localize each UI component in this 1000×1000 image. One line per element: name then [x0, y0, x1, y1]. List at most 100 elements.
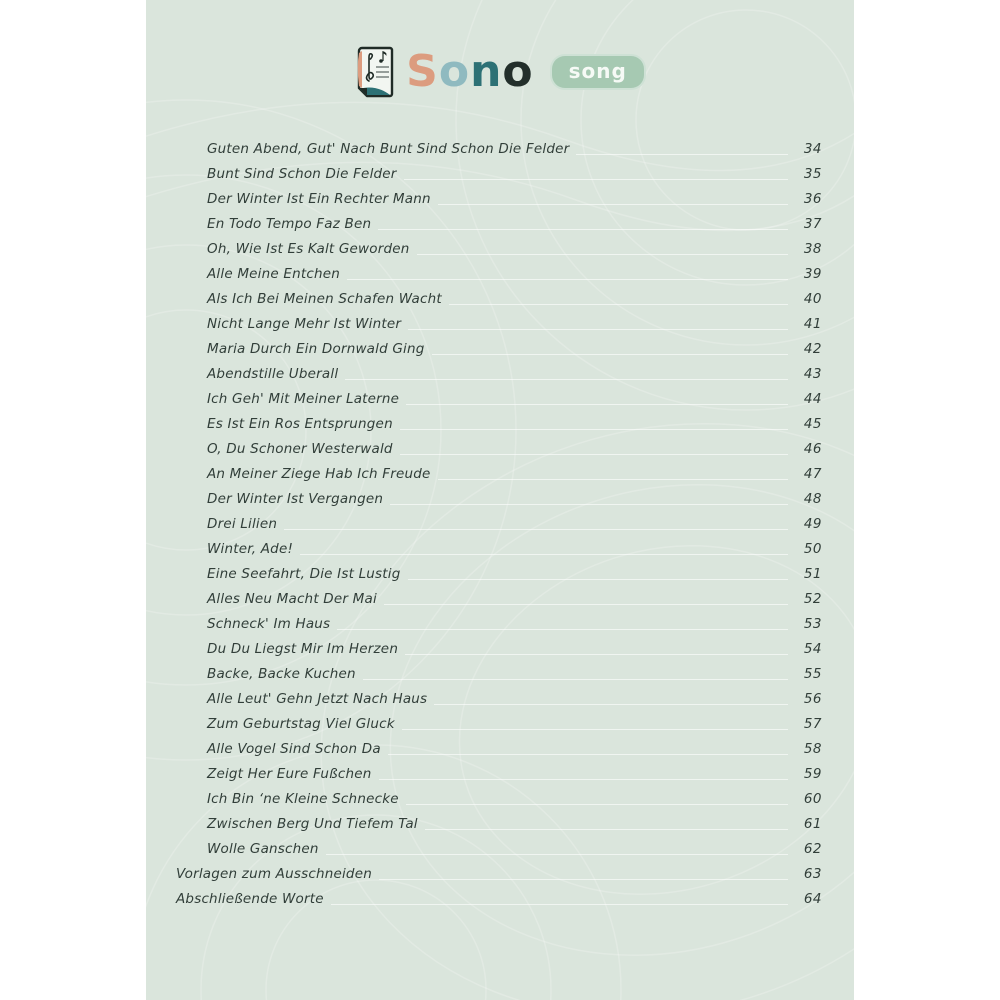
toc-entry-title: Bunt Sind Schon Die Felder: [207, 166, 397, 182]
toc-entry-title: Eine Seefahrt, Die Ist Lustig: [207, 566, 401, 582]
toc-row: Oh, Wie Ist Es Kalt Geworden 38: [146, 234, 854, 259]
toc-page-number: 44: [803, 391, 822, 407]
toc-entry-title: Nicht Lange Mehr Ist Winter: [207, 316, 402, 332]
toc-leader-line: [408, 329, 788, 330]
toc-page-number: 41: [803, 316, 822, 332]
toc-entry-title: Der Winter Ist Vergangen: [207, 491, 384, 507]
toc-leader-line: [362, 679, 788, 680]
toc-page-number: 54: [803, 641, 822, 657]
brand-letter: o: [438, 46, 471, 97]
toc-entry-title: Wolle Ganschen: [207, 841, 319, 857]
toc-leader-line: [399, 429, 788, 430]
toc-page-number: 52: [803, 591, 822, 607]
song-badge: song: [549, 54, 646, 90]
toc-entry-title: Abschließende Worte: [176, 891, 324, 907]
toc-entry-title: Maria Durch Ein Dornwald Ging: [207, 341, 425, 357]
toc-page-number: 47: [803, 466, 822, 482]
toc-page-number: 55: [803, 666, 822, 682]
toc-page-number: 60: [803, 791, 822, 807]
toc-leader-line: [576, 154, 788, 155]
toc-page-number: 56: [803, 691, 822, 707]
toc-leader-line: [416, 254, 788, 255]
toc-page-number: 45: [803, 416, 822, 432]
toc-leader-line: [330, 904, 788, 905]
toc-entry-title: Schneck' Im Haus: [207, 616, 331, 632]
toc-entry-title: Zeigt Her Eure Fußchen: [207, 766, 372, 782]
toc-leader-line: [448, 304, 788, 305]
toc-entry-title: Oh, Wie Ist Es Kalt Geworden: [207, 241, 410, 257]
toc-leader-line: [378, 779, 788, 780]
toc-page-number: 61: [803, 816, 822, 832]
toc-row: Eine Seefahrt, Die Ist Lustig 51: [146, 559, 854, 584]
toc-leader-line: [378, 229, 788, 230]
toc-leader-line: [434, 704, 788, 705]
toc-row: Winter, Ade! 50: [146, 534, 854, 559]
brand-letter: S: [406, 46, 439, 97]
toc-leader-line: [378, 879, 788, 880]
toc-entry-title: Alle Leut' Gehn Jetzt Nach Haus: [207, 691, 428, 707]
toc-page-number: 48: [803, 491, 822, 507]
toc-page-number: 43: [803, 366, 822, 382]
toc-row: Ich Geh' Mit Meiner Laterne 44: [146, 384, 854, 409]
toc-row: Zwischen Berg Und Tiefem Tal 61: [146, 809, 854, 834]
toc-page-number: 40: [803, 291, 822, 307]
toc-entry-title: Es Ist Ein Ros Entsprungen: [207, 416, 393, 432]
toc-entry-title: Der Winter Ist Ein Rechter Mann: [207, 191, 431, 207]
toc-row: Maria Durch Ein Dornwald Ging 42: [146, 334, 854, 359]
toc-entry-title: Vorlagen zum Ausschneiden: [176, 866, 372, 882]
toc-entry-title: En Todo Tempo Faz Ben: [207, 216, 372, 232]
eighth-note: [379, 51, 387, 63]
music-sheet-icon: [357, 46, 394, 98]
toc-row: Der Winter Ist Ein Rechter Mann 36: [146, 184, 854, 209]
toc-row: Drei Lilien 49: [146, 509, 854, 534]
toc-row: Alles Neu Macht Der Mai 52: [146, 584, 854, 609]
toc-leader-line: [337, 629, 788, 630]
toc-entry-title: Zum Geburtstag Viel Gluck: [207, 716, 395, 732]
toc-row: Bunt Sind Schon Die Felder 35: [146, 159, 854, 184]
toc-page-number: 49: [803, 516, 822, 532]
toc-entry-title: Backe, Backe Kuchen: [207, 666, 356, 682]
brand-letter: n: [470, 46, 503, 97]
toc-leader-line: [401, 729, 788, 730]
toc-row: En Todo Tempo Faz Ben 37: [146, 209, 854, 234]
toc-page-number: 38: [803, 241, 822, 257]
toc-page-number: 46: [803, 441, 822, 457]
toc-row: Ich Bin ‘ne Kleine Schnecke 60: [146, 784, 854, 809]
toc-page-number: 39: [803, 266, 822, 282]
toc-entry-title: Alle Meine Entchen: [207, 266, 341, 282]
toc-row: Schneck' Im Haus 53: [146, 609, 854, 634]
toc-row: Es Ist Ein Ros Entsprungen 45: [146, 409, 854, 434]
toc-leader-line: [383, 604, 788, 605]
toc-entry-title: Ich Bin ‘ne Kleine Schnecke: [207, 791, 399, 807]
toc-row: Du Du Liegst Mir Im Herzen 54: [146, 634, 854, 659]
toc-entry-title: Alle Vogel Sind Schon Da: [207, 741, 381, 757]
toc-page-number: 53: [803, 616, 822, 632]
toc-row: Zum Geburtstag Viel Gluck 57: [146, 709, 854, 734]
toc-entry-title: Guten Abend, Gut' Nach Bunt Sind Schon D…: [207, 141, 570, 157]
toc-row: Als Ich Bei Meinen Schafen Wacht 40: [146, 284, 854, 309]
toc-page-number: 62: [803, 841, 822, 857]
toc-leader-line: [325, 854, 788, 855]
toc-entry-title: Winter, Ade!: [207, 541, 294, 557]
toc-entry-title: O, Du Schoner Westerwald: [207, 441, 393, 457]
toc-leader-line: [403, 179, 788, 180]
toc-leader-line: [431, 354, 788, 355]
toc-leader-line: [347, 279, 788, 280]
toc-leader-line: [407, 579, 788, 580]
toc-leader-line: [399, 454, 788, 455]
toc-page-number: 35: [803, 166, 822, 182]
toc-leader-line: [424, 829, 788, 830]
toc-page-number: 57: [803, 716, 822, 732]
toc-row: O, Du Schoner Westerwald 46: [146, 434, 854, 459]
toc-leader-line: [390, 504, 788, 505]
toc-entry-title: Zwischen Berg Und Tiefem Tal: [207, 816, 418, 832]
toc-leader-line: [405, 804, 788, 805]
toc-leader-line: [284, 529, 788, 530]
toc-entry-title: Du Du Liegst Mir Im Herzen: [207, 641, 399, 657]
toc-row: Alle Leut' Gehn Jetzt Nach Haus 56: [146, 684, 854, 709]
toc-leader-line: [345, 379, 788, 380]
toc-page-number: 36: [803, 191, 822, 207]
toc-page-number: 34: [803, 141, 822, 157]
